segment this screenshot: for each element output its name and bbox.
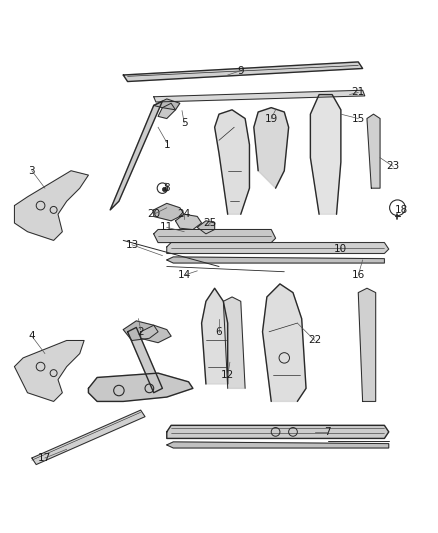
Polygon shape [14, 341, 84, 401]
Text: 18: 18 [395, 205, 408, 215]
Text: 1: 1 [163, 140, 170, 150]
Text: 15: 15 [352, 114, 365, 124]
Text: 6: 6 [215, 327, 223, 337]
Text: 12: 12 [221, 370, 234, 381]
Text: 3: 3 [28, 166, 35, 176]
Text: 14: 14 [177, 270, 191, 280]
Text: 19: 19 [265, 114, 278, 124]
Polygon shape [262, 284, 306, 401]
Polygon shape [127, 327, 162, 393]
Polygon shape [167, 425, 389, 439]
Polygon shape [223, 297, 245, 389]
Polygon shape [201, 288, 228, 384]
Polygon shape [154, 99, 180, 110]
Polygon shape [154, 90, 365, 102]
Text: 13: 13 [125, 240, 138, 250]
Polygon shape [167, 257, 385, 263]
Polygon shape [197, 221, 215, 234]
Polygon shape [367, 114, 380, 188]
Text: 21: 21 [352, 87, 365, 98]
Text: 9: 9 [237, 66, 244, 76]
Polygon shape [32, 410, 145, 465]
Polygon shape [158, 103, 176, 118]
Polygon shape [123, 321, 158, 341]
Polygon shape [215, 110, 250, 214]
Polygon shape [88, 373, 193, 401]
Text: 2: 2 [138, 327, 144, 337]
Polygon shape [141, 325, 171, 343]
Text: 25: 25 [204, 218, 217, 228]
Polygon shape [14, 171, 88, 240]
Text: 20: 20 [147, 209, 160, 219]
Polygon shape [167, 243, 389, 254]
Text: 11: 11 [160, 222, 173, 232]
Polygon shape [311, 94, 341, 214]
Text: 4: 4 [28, 331, 35, 341]
Text: 5: 5 [181, 118, 187, 128]
Text: 17: 17 [38, 453, 52, 463]
Text: 22: 22 [308, 335, 321, 345]
Polygon shape [254, 108, 289, 188]
Circle shape [162, 187, 167, 192]
Polygon shape [358, 288, 376, 401]
Polygon shape [154, 204, 184, 221]
Text: 23: 23 [386, 161, 400, 172]
Polygon shape [123, 62, 363, 82]
Text: 24: 24 [177, 209, 191, 219]
Polygon shape [110, 101, 162, 210]
Text: 8: 8 [163, 183, 170, 193]
Text: 7: 7 [325, 427, 331, 437]
Polygon shape [154, 230, 276, 243]
Text: 16: 16 [352, 270, 365, 280]
Polygon shape [176, 214, 201, 230]
Polygon shape [167, 442, 389, 448]
Text: 10: 10 [334, 244, 347, 254]
